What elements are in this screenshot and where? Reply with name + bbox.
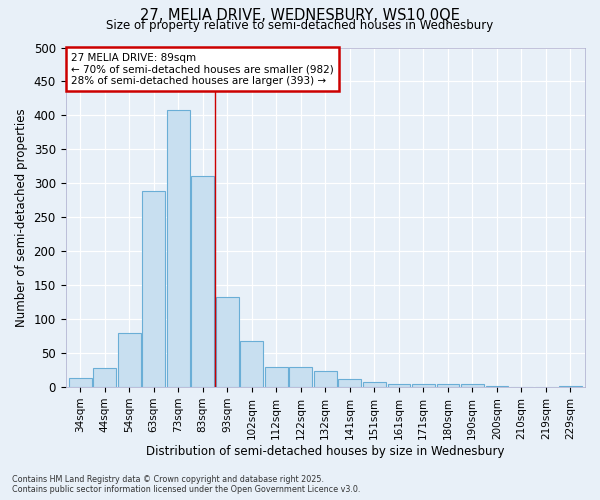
Bar [388,384,410,387]
Bar [94,368,116,387]
Bar [314,371,337,387]
Bar [485,386,508,387]
Bar [167,110,190,387]
Bar [437,384,459,387]
Bar [69,378,92,387]
Bar [559,386,581,387]
Bar [461,384,484,387]
Bar [216,297,239,387]
Text: 27 MELIA DRIVE: 89sqm
← 70% of semi-detached houses are smaller (982)
28% of sem: 27 MELIA DRIVE: 89sqm ← 70% of semi-deta… [71,52,334,86]
Bar [363,382,386,387]
Y-axis label: Number of semi-detached properties: Number of semi-detached properties [15,108,28,326]
Bar [142,191,165,387]
Text: Size of property relative to semi-detached houses in Wednesbury: Size of property relative to semi-detach… [106,19,494,32]
Bar [289,366,312,387]
Text: 27, MELIA DRIVE, WEDNESBURY, WS10 0QE: 27, MELIA DRIVE, WEDNESBURY, WS10 0QE [140,8,460,22]
X-axis label: Distribution of semi-detached houses by size in Wednesbury: Distribution of semi-detached houses by … [146,444,505,458]
Bar [191,176,214,387]
Bar [412,384,434,387]
Bar [265,366,287,387]
Bar [338,379,361,387]
Bar [241,341,263,387]
Text: Contains HM Land Registry data © Crown copyright and database right 2025.
Contai: Contains HM Land Registry data © Crown c… [12,474,361,494]
Bar [118,333,140,387]
